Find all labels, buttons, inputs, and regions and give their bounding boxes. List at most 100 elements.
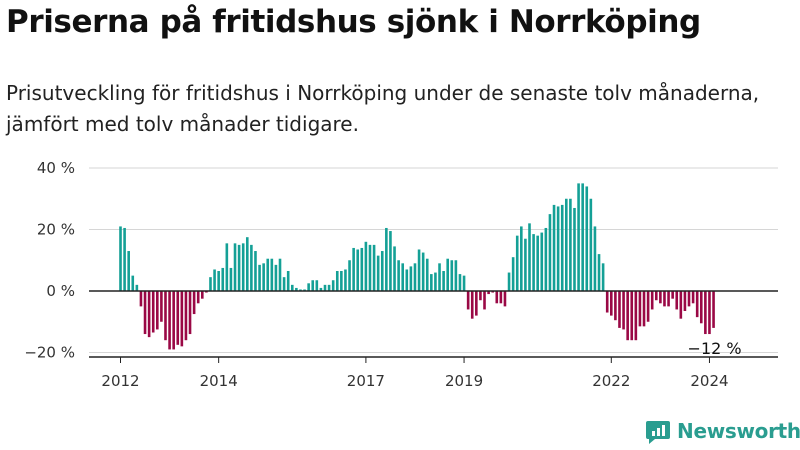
bar [499, 291, 503, 304]
bar [389, 231, 392, 291]
bar [368, 244, 372, 292]
bar [278, 258, 282, 291]
bar [585, 186, 589, 291]
bar [421, 252, 425, 291]
x-tick-label: 2022 [592, 372, 630, 390]
bar [593, 226, 597, 292]
bar [687, 291, 691, 307]
bar [413, 263, 417, 291]
bar [491, 291, 494, 293]
last-value-annotation: −12 % [688, 339, 742, 358]
x-tick-label: 2014 [200, 372, 238, 390]
bar [548, 214, 552, 292]
bar [605, 291, 609, 313]
bar [470, 291, 474, 319]
bar [205, 291, 208, 293]
bar-series [119, 183, 715, 350]
bar [487, 291, 490, 295]
chart-title: Priserna på fritidshus sjönk i Norrköpin… [6, 4, 701, 40]
bar [626, 291, 629, 341]
bar [123, 227, 126, 291]
bar [565, 198, 568, 291]
bar [556, 206, 560, 291]
bar [577, 183, 580, 292]
bar [708, 291, 711, 335]
bar [335, 271, 339, 291]
bar [274, 264, 278, 291]
bar [225, 243, 229, 291]
bar [172, 291, 175, 350]
bar [622, 291, 625, 330]
bar [303, 289, 306, 291]
newsworthy-logo: Newsworthy [645, 418, 800, 444]
bar [131, 275, 135, 292]
bar [569, 198, 572, 291]
bar [360, 247, 364, 291]
bar [450, 260, 454, 291]
bar [356, 249, 360, 291]
bar [638, 291, 642, 327]
bar [217, 271, 220, 291]
bar [250, 244, 253, 292]
bar [417, 249, 421, 291]
bar [168, 291, 171, 350]
bar [642, 291, 646, 327]
bar [442, 271, 445, 291]
bar [581, 183, 584, 292]
bar [135, 284, 139, 291]
bar [262, 263, 265, 291]
bar [614, 291, 617, 321]
bar [331, 280, 335, 291]
bar [691, 291, 695, 304]
bar [589, 198, 593, 291]
y-tick-label: −20 % [24, 344, 75, 362]
bar [180, 291, 184, 347]
bar [290, 284, 294, 291]
bar [536, 235, 539, 291]
bar [209, 277, 212, 291]
bar [376, 255, 380, 291]
bar [299, 289, 302, 291]
bar [712, 291, 715, 328]
bar [295, 287, 298, 292]
y-tick-label: 40 % [37, 159, 75, 177]
axes: 40 % 20 % 0 % −20 % 2012 2014 2017 2019 2022 2024 [24, 159, 778, 390]
bar [372, 244, 376, 292]
bar [323, 284, 327, 291]
bar [434, 272, 437, 291]
bar [352, 247, 355, 291]
brand-name: Newsworthy [677, 419, 800, 443]
bar [540, 232, 544, 291]
bar [409, 266, 413, 291]
bar [524, 238, 527, 291]
x-tick-label: 2012 [101, 372, 139, 390]
bar [192, 291, 196, 315]
bar [446, 258, 449, 291]
newsworthy-logo-icon [646, 421, 670, 444]
bar [520, 226, 523, 292]
bar [601, 263, 605, 291]
bar [438, 263, 441, 291]
bar [258, 264, 261, 291]
bar [646, 291, 650, 322]
bar [479, 291, 482, 301]
bar [634, 291, 638, 341]
bar [458, 274, 462, 291]
bar [462, 275, 466, 292]
bar [221, 267, 225, 291]
bar [573, 207, 576, 291]
bar [466, 291, 470, 310]
bar [405, 269, 409, 292]
bar [344, 269, 347, 292]
bar [425, 258, 429, 291]
bar [237, 244, 241, 292]
bar [511, 257, 515, 292]
bar [127, 251, 130, 292]
bar [319, 287, 323, 292]
bar [119, 226, 122, 292]
bar [143, 291, 147, 335]
bar [683, 291, 687, 311]
bar [515, 235, 519, 291]
bar [430, 274, 433, 291]
